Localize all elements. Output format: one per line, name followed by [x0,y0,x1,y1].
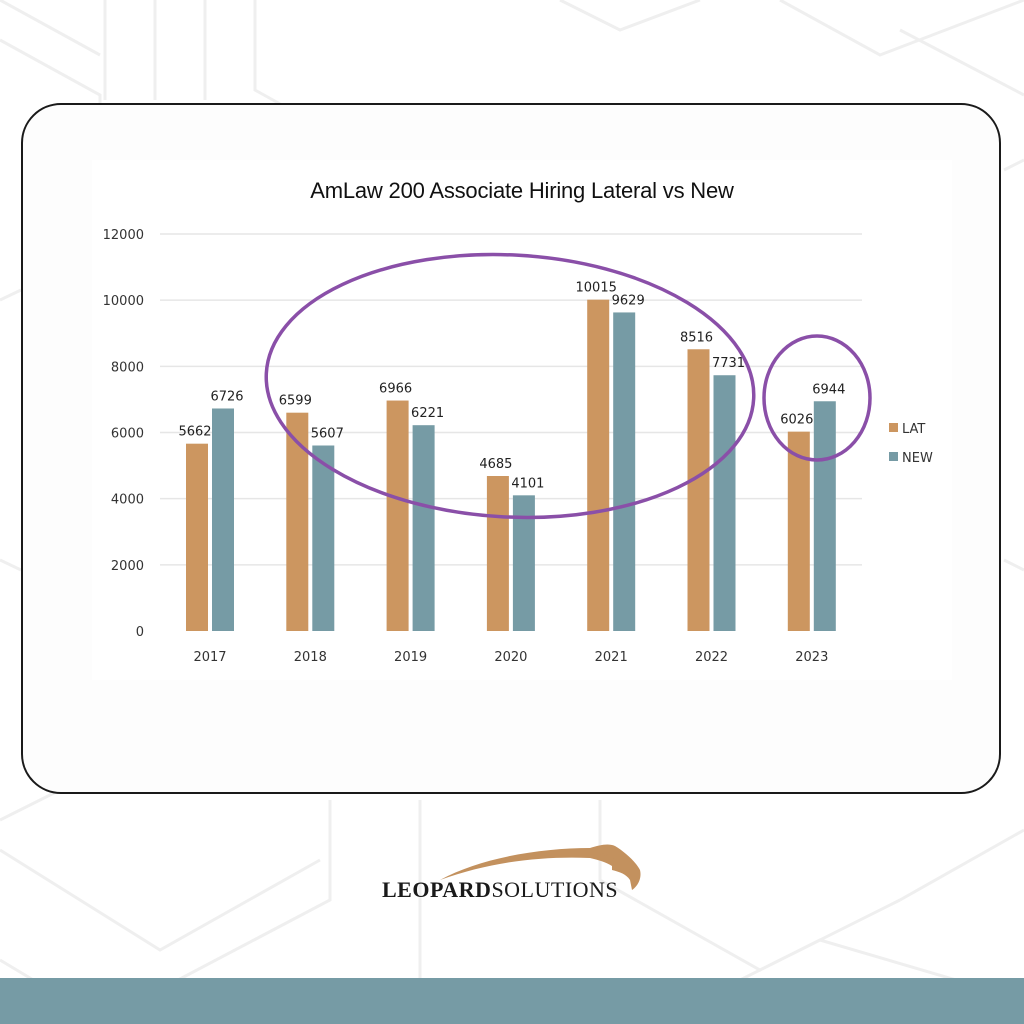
y-tick-label: 2000 [111,559,144,574]
bar-lat-2022 [687,349,710,631]
bar-new-2021 [613,312,636,631]
bar-new-2022 [713,375,736,631]
bar-lat-2020 [486,476,509,631]
legend: LAT NEW [889,422,933,466]
highlight-ellipse [264,252,756,520]
x-tick-label: 2017 [193,650,226,665]
x-tick-label: 2022 [695,650,728,665]
bar-new-2020 [512,495,535,631]
y-tick-label: 12000 [103,228,144,243]
y-axis-ticks: 0 2000 4000 6000 8000 10000 12000 [103,228,144,640]
data-label: 6726 [210,389,243,404]
legend-swatch-new [889,452,898,461]
data-label: 6026 [780,413,813,428]
data-label: 8516 [680,330,713,345]
x-axis-ticks: 2017 2018 2019 2020 2021 2022 2023 [193,650,828,665]
footer-band [0,978,1024,1024]
data-label: 4101 [511,476,544,491]
x-tick-label: 2020 [494,650,527,665]
data-label: 5607 [311,427,344,442]
leopard-logo-icon [440,844,641,890]
brand-logo-text: LEOPARDSOLUTIONS [382,877,618,903]
bar-lat-2018 [286,412,309,631]
y-tick-label: 8000 [111,360,144,375]
y-tick-label: 0 [136,625,144,640]
data-label: 4685 [479,457,512,472]
x-tick-label: 2021 [595,650,628,665]
bar-new-2023 [813,401,836,631]
brand-name-light: SOLUTIONS [491,877,619,902]
data-label: 6966 [379,382,412,397]
data-label: 10015 [576,281,617,296]
bar-new-2017 [212,408,234,631]
y-tick-label: 6000 [111,427,144,442]
x-tick-label: 2019 [394,650,427,665]
data-label: 5662 [178,425,211,440]
y-tick-label: 4000 [111,493,144,508]
bar-new-2018 [312,445,335,631]
bar-lat-2021 [587,299,610,631]
bar-lat-2019 [386,400,409,631]
bar-lat-2023 [787,431,810,631]
highlight-circle [762,334,872,462]
bar-lat-2017 [186,443,208,631]
x-tick-label: 2018 [294,650,327,665]
legend-label-lat: LAT [902,422,925,437]
gridlines [160,233,862,566]
legend-label-new: NEW [902,451,933,466]
data-label: 6944 [812,382,845,397]
y-tick-label: 10000 [103,294,144,309]
data-labels: 5662 6726 6599 5607 6966 6221 4685 4101 10015962… [178,281,845,492]
chart-title: AmLaw 200 Associate Hiring Lateral vs Ne… [310,178,734,203]
bar-new-2019 [412,425,435,631]
x-tick-label: 2023 [795,650,828,665]
data-label: 7731 [712,356,745,371]
data-label: 6599 [279,394,312,409]
data-label: 9629 [612,293,645,308]
legend-swatch-lat [889,423,898,432]
data-label: 6221 [411,406,444,421]
annotations [264,252,872,520]
brand-name-bold: LEOPARD [382,877,492,902]
